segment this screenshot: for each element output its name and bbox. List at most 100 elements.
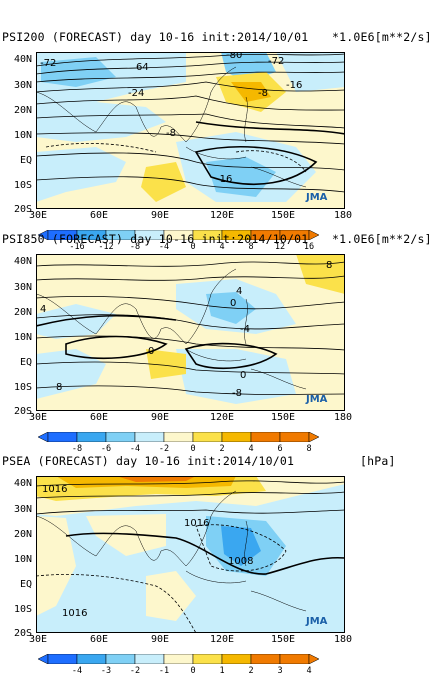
contour-label: -8 [232, 388, 242, 399]
lat-label: 10N [13, 130, 32, 141]
lon-label: 120E [209, 634, 235, 645]
jma-logo: JMA [306, 394, 328, 405]
lon-label: 90E [150, 412, 170, 423]
colorbar-label: 8 [248, 242, 254, 252]
colorbar-label: 0 [190, 444, 196, 454]
colorbar-label: 8 [306, 444, 312, 454]
lat-label: 10S [13, 382, 32, 393]
colorbar-label: 3 [277, 666, 283, 676]
contour-label: -80 [226, 52, 242, 61]
contour-label: -8 [258, 88, 268, 99]
colorbar-label: -4 [129, 444, 141, 454]
lon-label: 180 [333, 210, 353, 221]
panel-title: PSI200 (FORECAST) day 10-16 init:2014/10… [2, 30, 432, 86]
lon-label: 90E [150, 634, 170, 645]
contour-label: 4 [236, 286, 242, 297]
colorbar-label: 0 [190, 242, 196, 252]
colorbar-label: -4 [71, 666, 83, 676]
contour-label: -8 [166, 128, 176, 139]
lat-label: 20N [13, 529, 32, 540]
lat-label: 10S [13, 604, 32, 615]
colorbar [38, 654, 320, 664]
contour-label: -4 [240, 324, 250, 335]
lon-label: 60E [89, 412, 109, 423]
colorbar-label: 12 [274, 242, 286, 252]
colorbar [38, 230, 320, 240]
jma-logo: JMA [306, 616, 328, 627]
lat-label: EQ [19, 357, 32, 368]
contour-label: 1016 [42, 484, 67, 495]
contour-label: 8 [326, 260, 332, 271]
lat-label: 20S [13, 204, 32, 215]
lon-label: 60E [89, 210, 109, 221]
colorbar-label: 0 [190, 666, 196, 676]
lat-label: 20S [13, 628, 32, 639]
colorbar-label: -16 [69, 242, 85, 252]
panel-title: PSEA (FORECAST) day 10-16 init:2014/10/0… [2, 454, 395, 510]
contour-label: 64 [136, 62, 149, 73]
lon-label: 150E [270, 634, 296, 645]
contour-label: -72 [40, 58, 56, 69]
colorbar-label: -2 [129, 666, 141, 676]
contour-label: 0 [148, 346, 154, 357]
colorbar-label: 4 [219, 242, 225, 252]
colorbar-label: 4 [248, 444, 254, 454]
lon-label: 150E [270, 412, 296, 423]
lon-label: 30E [28, 412, 48, 423]
psi850-map: 8 4 0 -4 0 4 0 -8 8 [36, 254, 345, 411]
colorbar-label: -12 [98, 242, 114, 252]
colorbar-label: -4 [158, 242, 170, 252]
lat-label: 20S [13, 406, 32, 417]
lat-label: EQ [19, 579, 32, 590]
lat-label: 20N [13, 307, 32, 318]
contour-label: -16 [286, 80, 302, 91]
lon-label: 90E [150, 210, 170, 221]
contour-label: 0 [240, 370, 246, 381]
lon-label: 60E [89, 634, 109, 645]
panel-units: *1.0E6[m**2/s] [332, 232, 432, 246]
lat-label: EQ [19, 155, 32, 166]
colorbar-label: 16 [303, 242, 315, 252]
panel-title-text: PSEA (FORECAST) day 10-16 init:2014/10/0… [2, 454, 295, 468]
panel-title-text: PSI200 (FORECAST) day 10-16 init:2014/10… [2, 30, 309, 44]
colorbar-label: -8 [129, 242, 141, 252]
contour-label: 1008 [228, 556, 253, 567]
colorbar-label: -8 [71, 444, 83, 454]
panel-units: *1.0E6[m**2/s] [332, 30, 432, 44]
lat-label: 40N [13, 256, 32, 267]
contour-label: 1016 [184, 518, 209, 529]
colorbar-label: -3 [100, 666, 112, 676]
lat-label: 30N [13, 80, 32, 91]
lon-label: 30E [28, 210, 48, 221]
jma-logo: JMA [306, 192, 328, 203]
lat-label: 30N [13, 504, 32, 515]
colorbar-label: 1 [219, 666, 225, 676]
contour-label: 8 [56, 382, 62, 393]
lat-label: 10N [13, 554, 32, 565]
colorbar-label: 2 [248, 666, 254, 676]
contour-label: -24 [128, 88, 144, 99]
panel-title: PSI850 (FORECAST) day 10-16 init:2014/10… [2, 232, 432, 288]
colorbar-label: -2 [158, 444, 170, 454]
lon-label: 180 [333, 634, 353, 645]
colorbar-label: 2 [219, 444, 225, 454]
colorbar [38, 432, 320, 442]
psi200-panel: PSI200 (FORECAST) day 10-16 init:2014/10… [0, 30, 437, 252]
lon-label: 120E [209, 210, 235, 221]
lon-label: 180 [333, 412, 353, 423]
lon-label: 150E [270, 210, 296, 221]
psea-panel: PSEA (FORECAST) day 10-16 init:2014/10/0… [0, 454, 437, 676]
psi200-map: -72 -80 -72 64 -24 -16 -8 -8 -16 [36, 52, 345, 209]
lat-label: 20N [13, 105, 32, 116]
psi850-panel: PSI850 (FORECAST) day 10-16 init:2014/10… [0, 232, 437, 454]
lat-label: 30N [13, 282, 32, 293]
panel-title-text: PSI850 (FORECAST) day 10-16 init:2014/10… [2, 232, 309, 246]
contour-label: -72 [268, 56, 284, 67]
lat-label: 40N [13, 478, 32, 489]
contour-label: 1016 [62, 608, 87, 619]
contour-label: 0 [230, 298, 236, 309]
lat-label: 10N [13, 332, 32, 343]
contour-label: 4 [40, 304, 46, 315]
panel-units: [hPa] [360, 454, 396, 468]
lon-label: 30E [28, 634, 48, 645]
